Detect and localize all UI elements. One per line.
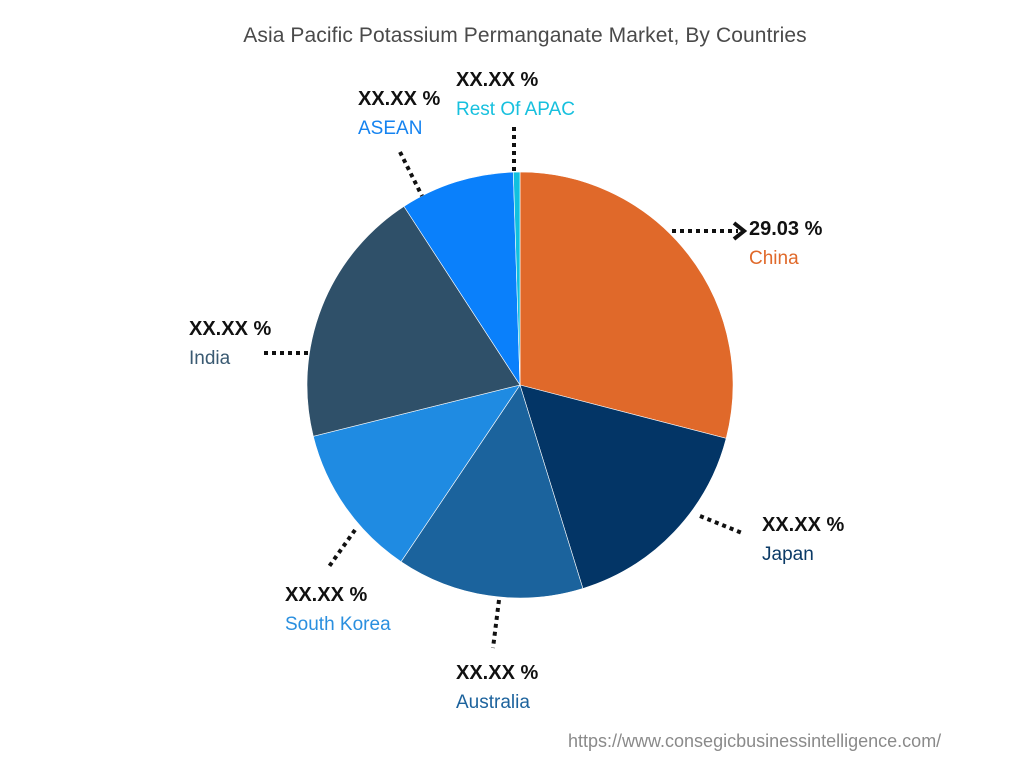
label-china-name: China — [749, 248, 799, 269]
pie-slices — [306, 171, 734, 599]
pie-slice-japan — [519, 384, 727, 589]
label-asean: XX.XX % ASEAN — [358, 89, 440, 138]
pie-slice-china — [519, 171, 734, 439]
label-japan-value: XX.XX % — [762, 514, 845, 536]
label-south-korea-name: South Korea — [285, 614, 391, 635]
pie-slice-australia — [400, 384, 584, 599]
label-china-value: 29.03 % — [749, 218, 823, 240]
pie-slice-rest-of-apac — [513, 171, 521, 386]
label-australia: XX.XX % Australia — [456, 663, 538, 712]
label-asean-name: ASEAN — [358, 118, 423, 139]
label-india-name: India — [189, 348, 231, 369]
label-rest-of-apac: XX.XX % Rest Of APAC — [456, 70, 575, 119]
label-japan: XX.XX % Japan — [762, 515, 844, 564]
label-asean-value: XX.XX % — [358, 88, 441, 110]
leader-line-south-korea — [326, 528, 357, 570]
label-rest-of-apac-name: Rest Of APAC — [456, 99, 575, 120]
label-china: 29.03 % China — [749, 219, 822, 268]
pie-slice-india — [306, 205, 521, 437]
leader-line-asean — [398, 151, 424, 197]
label-south-korea: XX.XX % South Korea — [285, 585, 391, 634]
label-australia-value: XX.XX % — [456, 662, 539, 684]
source-url: https://www.consegicbusinessintelligence… — [568, 731, 942, 751]
leader-line-japan — [699, 514, 743, 535]
label-south-korea-value: XX.XX % — [285, 584, 368, 606]
pie-slice-south-korea — [312, 384, 521, 563]
label-rest-of-apac-value: XX.XX % — [456, 69, 539, 91]
label-india-value: XX.XX % — [189, 318, 272, 340]
label-australia-name: Australia — [456, 692, 530, 713]
label-japan-name: Japan — [762, 544, 814, 565]
pie-slice-asean — [403, 171, 521, 387]
label-india: XX.XX % India — [189, 319, 271, 368]
arrow-head-icon — [732, 221, 748, 241]
leader-line-australia — [491, 599, 501, 649]
leader-lines — [264, 127, 743, 649]
chart-title: Asia Pacific Potassium Permanganate Mark… — [243, 24, 807, 47]
